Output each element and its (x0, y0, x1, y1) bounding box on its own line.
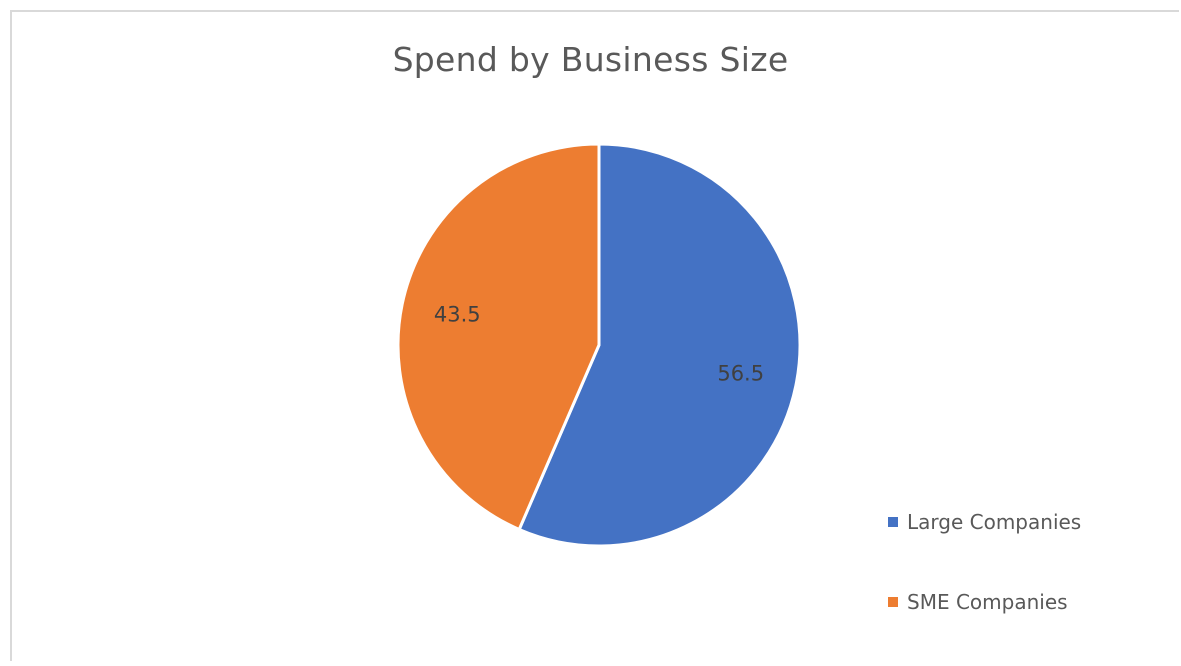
legend-item-sme-companies: SME Companies (888, 586, 1081, 618)
pie-slices (396, 142, 802, 548)
legend-label-large-companies: Large Companies (907, 510, 1082, 534)
legend-swatch-large-companies (888, 517, 898, 527)
data-label-sme-companies: 43.5 (434, 303, 481, 327)
pie-data-labels: 56.5 43.5 (434, 303, 764, 386)
legend-label-sme-companies: SME Companies (907, 590, 1068, 614)
legend-swatch-sme-companies (888, 597, 898, 607)
pie-slice-large-companies (517, 142, 802, 548)
pie-slice-sme-companies (396, 142, 601, 531)
legend-item-large-companies: Large Companies (888, 506, 1081, 538)
data-label-large-companies: 56.5 (717, 361, 764, 385)
chart-title: Spend by Business Size (392, 40, 789, 79)
legend: Large Companies SME Companies (888, 506, 1081, 666)
